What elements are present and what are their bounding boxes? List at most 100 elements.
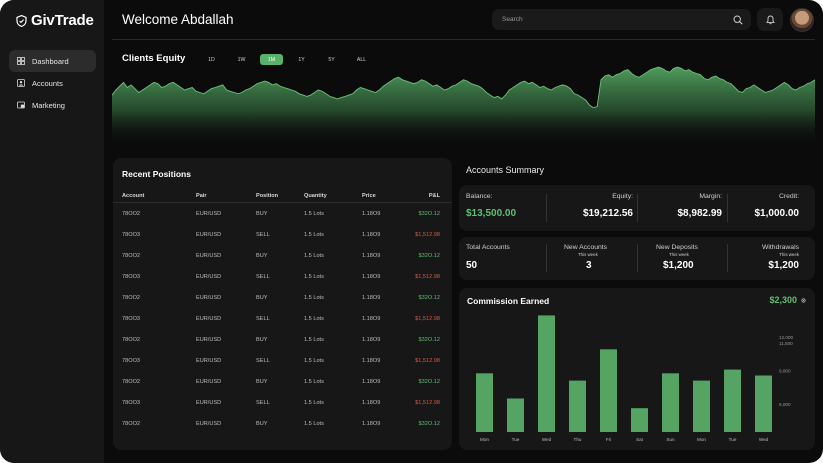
sidebar: GivTrade Dashboard Accounts xyxy=(0,0,104,463)
bar-mon-7[interactable] xyxy=(693,380,710,432)
stat-equity: Equity: $19,212.56 xyxy=(548,185,637,231)
x-tick-label: Fri xyxy=(606,437,611,442)
commission-bar-chart: Mon Tue Wed Thu Fri Sat Sun Mon Tue Wed 6,000 9,000… xyxy=(476,315,793,442)
accounts-icon xyxy=(17,79,25,87)
cell-quantity: 1.5 Lots xyxy=(304,274,324,280)
bar-sat-5[interactable] xyxy=(631,408,648,432)
bar-tue-1[interactable] xyxy=(507,398,524,433)
cell-quantity: 1.5 Lots xyxy=(304,379,324,385)
stat-new-deposits: New Deposits This week $1,200 xyxy=(637,237,726,280)
table-row[interactable]: 78OO3 EUR/USD SELL 1.5 Lots 1.18O9 $1,512.98 xyxy=(113,266,452,287)
search-icon[interactable] xyxy=(733,14,743,25)
bar-fri-4[interactable] xyxy=(600,349,617,432)
cell-position: BUY xyxy=(256,253,268,259)
cell-position: BUY xyxy=(256,337,268,343)
col-account[interactable]: Account xyxy=(122,193,145,199)
positions-title: Recent Positions xyxy=(122,169,191,179)
cell-account: 78OO3 xyxy=(122,274,141,280)
stat-value: $13,500.00 xyxy=(466,208,517,219)
balance-stats-panel: Balance: $13,500.00 Equity: $19,212.56 M… xyxy=(459,185,815,231)
table-row[interactable]: 78OO2 EUR/USD BUY 1.5 Lots 1.18O9 $32O.12 xyxy=(113,413,452,434)
commission-value: $2,300 xyxy=(769,295,797,305)
sidebar-item-label: Dashboard xyxy=(32,56,69,66)
stat-label: Total Accounts xyxy=(466,244,510,251)
range-tab-1y[interactable]: 1Y xyxy=(298,56,305,63)
recent-positions-panel: Recent Positions Account Pair Position Q… xyxy=(113,158,452,450)
stat-value: 3 xyxy=(586,260,592,271)
cell-pnl: $32O.12 xyxy=(418,379,440,385)
cell-account: 78OO3 xyxy=(122,358,141,364)
x-tick-label: Sun xyxy=(666,437,675,442)
cell-price: 1.18O9 xyxy=(362,232,381,238)
range-tab-all[interactable]: ALL xyxy=(356,56,367,63)
range-tab-1d[interactable]: 1D xyxy=(208,56,215,63)
commission-panel: Mon Tue Wed Thu Fri Sat Sun Mon Tue Wed 6,000 9,000… xyxy=(459,288,815,450)
col-price[interactable]: Price xyxy=(362,193,376,199)
stat-value: $19,212.56 xyxy=(582,208,633,219)
range-tab-1m[interactable]: 1M xyxy=(260,54,283,65)
notifications-button[interactable] xyxy=(757,8,783,31)
cell-position: BUY xyxy=(256,295,268,301)
y-tick-label: 12,000 xyxy=(779,335,793,340)
bar-wed-2[interactable] xyxy=(538,315,555,432)
stat-label: Credit: xyxy=(778,193,799,200)
table-row[interactable]: 78OO3 EUR/USD SELL 1.5 Lots 1.18O9 $1,512.98 xyxy=(113,350,452,371)
bar-tue-8[interactable] xyxy=(724,369,741,432)
page-title: Welcome Abdallah xyxy=(122,12,234,27)
cell-pair: EUR/USD xyxy=(196,358,222,364)
table-row[interactable]: 78OO3 EUR/USD SELL 1.5 Lots 1.18O9 $1,512.98 xyxy=(113,224,452,245)
cell-price: 1.18O9 xyxy=(362,421,381,427)
table-row[interactable]: 78OO2 EUR/USD BUY 1.5 Lots 1.18O9 $32O.12 xyxy=(113,371,452,392)
bar-mon-0[interactable] xyxy=(476,373,493,432)
equity-area xyxy=(112,67,815,146)
cell-pair: EUR/USD xyxy=(196,316,222,322)
divider xyxy=(637,194,638,222)
stat-total-accounts: Total Accounts 50 xyxy=(459,237,548,280)
cell-account: 78OO2 xyxy=(122,337,141,343)
search-input[interactable]: Search xyxy=(502,16,523,23)
col-pair[interactable]: Pair xyxy=(196,193,207,199)
sidebar-item-dashboard[interactable]: Dashboard xyxy=(9,50,96,72)
cell-account: 78OO3 xyxy=(122,316,141,322)
stat-value: 50 xyxy=(466,260,478,271)
stat-credit: Credit: $1,000.00 xyxy=(726,185,815,231)
cell-pair: EUR/USD xyxy=(196,274,222,280)
settings-icon[interactable] xyxy=(801,298,806,303)
table-row[interactable]: 78OO2 EUR/USD BUY 1.5 Lots 1.18O9 $32O.12 xyxy=(113,245,452,266)
divider xyxy=(546,194,547,222)
col-pnl[interactable]: P&L xyxy=(428,193,440,199)
bar-sun-6[interactable] xyxy=(662,373,679,432)
cell-pair: EUR/USD xyxy=(196,253,222,259)
col-quantity[interactable]: Quantity xyxy=(304,193,327,199)
bar-thu-3[interactable] xyxy=(569,380,586,432)
cell-account: 78OO2 xyxy=(122,421,141,427)
search-bar[interactable]: Search xyxy=(492,9,751,30)
cell-quantity: 1.5 Lots xyxy=(304,421,324,427)
cell-quantity: 1.5 Lots xyxy=(304,400,324,406)
stat-label: New Deposits xyxy=(656,244,698,251)
x-tick-label: Sat xyxy=(636,437,644,442)
x-tick-label: Mon xyxy=(480,437,489,442)
cell-pnl: $32O.12 xyxy=(418,295,440,301)
cell-quantity: 1.5 Lots xyxy=(304,232,324,238)
cell-pair: EUR/USD xyxy=(196,295,222,301)
col-position[interactable]: Position xyxy=(256,193,279,199)
table-row[interactable]: 78OO2 EUR/USD BUY 1.5 Lots 1.18O9 $32O.12 xyxy=(113,203,452,224)
cell-account: 78OO2 xyxy=(122,253,141,259)
header-divider xyxy=(112,39,815,40)
cell-pair: EUR/USD xyxy=(196,421,222,427)
table-row[interactable]: 78OO3 EUR/USD SELL 1.5 Lots 1.18O9 $1,512.98 xyxy=(113,308,452,329)
table-row[interactable]: 78OO3 EUR/USD SELL 1.5 Lots 1.18O9 $1,512.98 xyxy=(113,392,452,413)
avatar[interactable] xyxy=(790,8,814,32)
bar-wed-9[interactable] xyxy=(755,375,772,433)
table-row[interactable]: 78OO2 EUR/USD BUY 1.5 Lots 1.18O9 $32O.12 xyxy=(113,329,452,350)
sidebar-item-marketing[interactable]: Marketing xyxy=(9,94,96,116)
table-row[interactable]: 78OO2 EUR/USD BUY 1.5 Lots 1.18O9 $32O.12 xyxy=(113,287,452,308)
cell-price: 1.18O9 xyxy=(362,400,381,406)
range-tab-5y[interactable]: 5Y xyxy=(328,56,335,63)
sidebar-item-accounts[interactable]: Accounts xyxy=(9,72,96,94)
stat-label: Balance: xyxy=(466,193,493,200)
range-tab-1w[interactable]: 1W xyxy=(237,56,246,63)
x-tick-label: Tue xyxy=(512,437,520,442)
app-logo[interactable]: GivTrade xyxy=(16,12,94,29)
